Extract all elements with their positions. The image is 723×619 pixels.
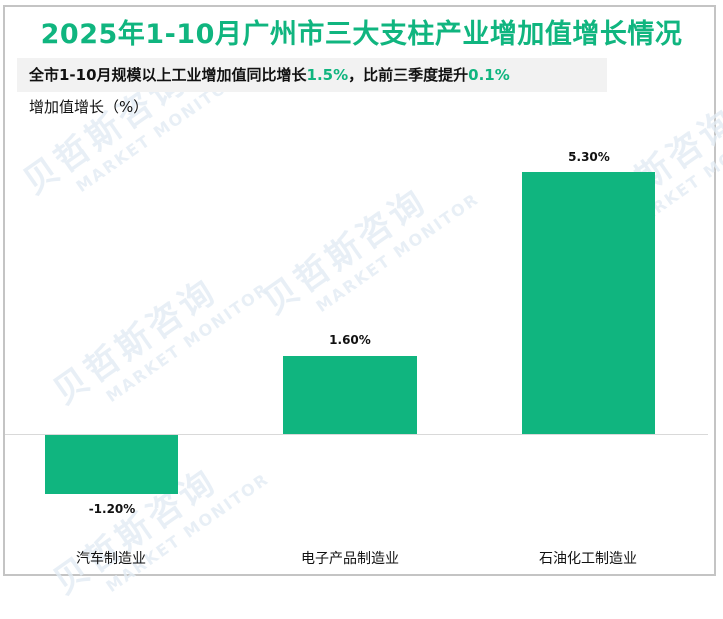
category-label-auto: 汽车制造业	[76, 551, 146, 567]
zero-baseline	[5, 434, 708, 435]
bar-electronics	[283, 356, 417, 434]
category-label-petrochemical: 石油化工制造业	[539, 551, 637, 567]
value-label-petrochemical: 5.30%	[568, 150, 610, 164]
subtitle-increase-value: 0.1%	[468, 66, 510, 84]
category-label-electronics: 电子产品制造业	[301, 551, 399, 567]
value-label-electronics: 1.60%	[329, 333, 371, 347]
subtitle-prefix: 全市1-10月规模以上工业增加值同比增长	[29, 66, 307, 84]
subtitle-middle: ，比前三季度提升	[348, 66, 469, 84]
chart-title: 2025年1-10月广州市三大支柱产业增加值增长情况	[40, 19, 683, 50]
value-label-auto: -1.20%	[88, 502, 136, 516]
bar-auto	[45, 435, 178, 494]
bar-petrochemical	[522, 172, 655, 434]
chart-subtitle: 全市1-10月规模以上工业增加值同比增长1.5%，比前三季度提升0.1%	[17, 58, 607, 92]
y-axis-label: 增加值增长（%）	[29, 98, 149, 116]
subtitle-growth-value: 1.5%	[306, 66, 349, 84]
